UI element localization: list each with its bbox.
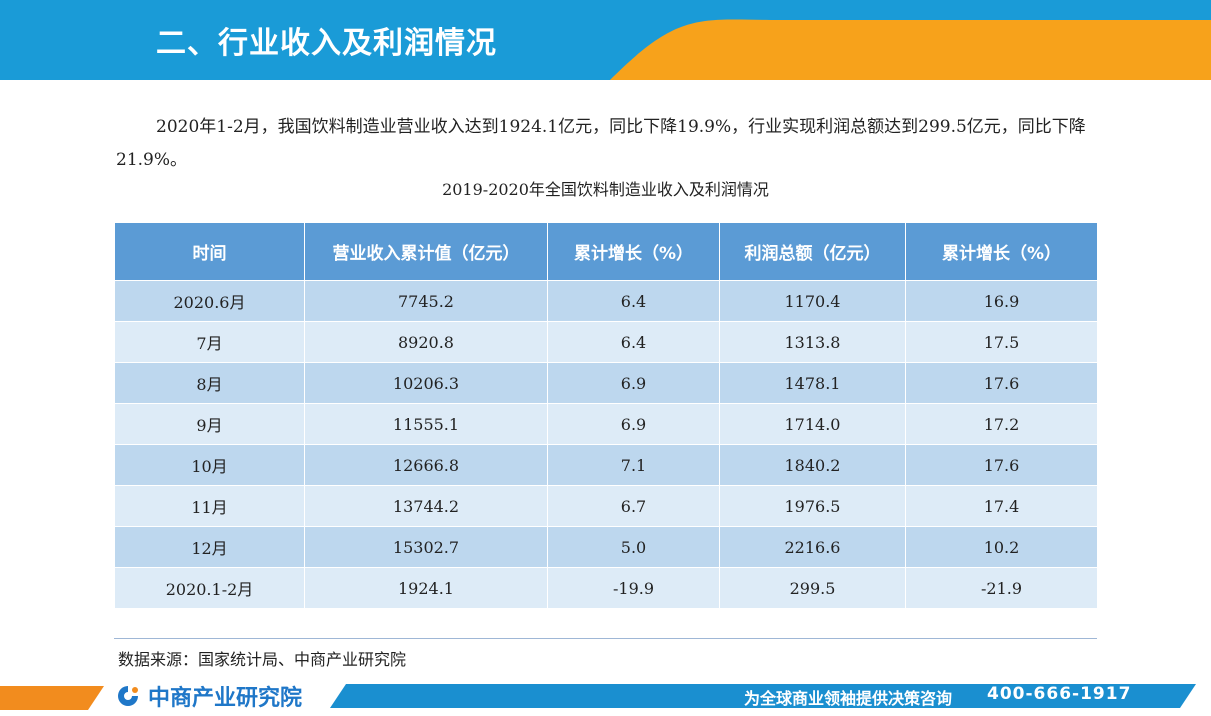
table-cell: 6.9 (547, 403, 720, 445)
table-row: 11月 13744.2 6.7 1976.5 17.4 (114, 485, 1098, 527)
table-cell: 299.5 (719, 567, 906, 609)
table-cell: 9月 (114, 403, 305, 445)
table-cell: 2020.6月 (114, 280, 305, 322)
table-cell: 5.0 (547, 526, 720, 568)
table-header-row: 时间 营业收入累计值（亿元） 累计增长（%） 利润总额（亿元） 累计增长（%） (114, 222, 1098, 281)
table-cell: 6.9 (547, 362, 720, 404)
table-cell: -21.9 (905, 567, 1098, 609)
table-cell: 17.5 (905, 321, 1098, 363)
table-cell: 17.4 (905, 485, 1098, 527)
table-cell: 12666.8 (304, 444, 548, 486)
table-cell: 17.6 (905, 444, 1098, 486)
brand-logo: 中商产业研究院 (114, 682, 303, 711)
page-title: 二、行业收入及利润情况 (156, 26, 497, 61)
footer-slogan: 为全球商业领袖提供决策咨询 (744, 689, 953, 708)
table-cell: 1714.0 (719, 403, 906, 445)
table-cell: 15302.7 (304, 526, 548, 568)
table-cell: 1170.4 (719, 280, 906, 322)
footer-band (0, 680, 1211, 716)
column-header-profit: 利润总额（亿元） (719, 222, 906, 281)
table-cell: 8月 (114, 362, 305, 404)
table-cell: 2216.6 (719, 526, 906, 568)
column-header-time: 时间 (114, 222, 305, 281)
table-cell: 1840.2 (719, 444, 906, 486)
table-cell: 17.6 (905, 362, 1098, 404)
table-cell: 6.4 (547, 280, 720, 322)
table-cell: -19.9 (547, 567, 720, 609)
table-cell: 17.2 (905, 403, 1098, 445)
source-divider (114, 638, 1097, 639)
table-cell: 12月 (114, 526, 305, 568)
brand-name: 中商产业研究院 (148, 686, 303, 711)
footer-background (0, 684, 1196, 710)
table-cell: 10月 (114, 444, 305, 486)
data-source-note: 数据来源：国家统计局、中商产业研究院 (118, 650, 407, 669)
table-cell: 11月 (114, 485, 305, 527)
table-cell: 10206.3 (304, 362, 548, 404)
table-row: 7月 8920.8 6.4 1313.8 17.5 (114, 321, 1098, 363)
table-cell: 7745.2 (304, 280, 548, 322)
data-table: 时间 营业收入累计值（亿元） 累计增长（%） 利润总额（亿元） 累计增长（%） … (114, 222, 1098, 609)
table-row: 9月 11555.1 6.9 1714.0 17.2 (114, 403, 1098, 445)
table-row: 10月 12666.8 7.1 1840.2 17.6 (114, 444, 1098, 486)
table-caption: 2019-2020年全国饮料制造业收入及利润情况 (442, 180, 769, 199)
column-header-revenue: 营业收入累计值（亿元） (304, 222, 548, 281)
header-band: 二、行业收入及利润情况 (0, 0, 1211, 80)
header-background (0, 0, 1211, 80)
column-header-profit-growth: 累计增长（%） (905, 222, 1098, 281)
table-row: 12月 15302.7 5.0 2216.6 10.2 (114, 526, 1098, 568)
footer-phone: 400-666-1917 (987, 684, 1132, 704)
table-row: 2020.6月 7745.2 6.4 1170.4 16.9 (114, 280, 1098, 322)
table-cell: 1924.1 (304, 567, 548, 609)
column-header-revenue-growth: 累计增长（%） (547, 222, 720, 281)
table-row: 2020.1-2月 1924.1 -19.9 299.5 -21.9 (114, 567, 1098, 609)
intro-paragraph: 2020年1-2月，我国饮料制造业营业收入达到1924.1亿元，同比下降19.9… (116, 117, 1086, 170)
table-cell: 16.9 (905, 280, 1098, 322)
table-cell: 6.7 (547, 485, 720, 527)
table-cell: 8920.8 (304, 321, 548, 363)
table-cell: 11555.1 (304, 403, 548, 445)
table-cell: 1313.8 (719, 321, 906, 363)
table-cell: 6.4 (547, 321, 720, 363)
table-cell: 1478.1 (719, 362, 906, 404)
table-cell: 10.2 (905, 526, 1098, 568)
table-cell: 7月 (114, 321, 305, 363)
table-cell: 1976.5 (719, 485, 906, 527)
table-row: 8月 10206.3 6.9 1478.1 17.6 (114, 362, 1098, 404)
table-cell: 7.1 (547, 444, 720, 486)
table-cell: 2020.1-2月 (114, 567, 305, 609)
table-cell: 13744.2 (304, 485, 548, 527)
zhongshang-logo-icon (118, 686, 138, 706)
